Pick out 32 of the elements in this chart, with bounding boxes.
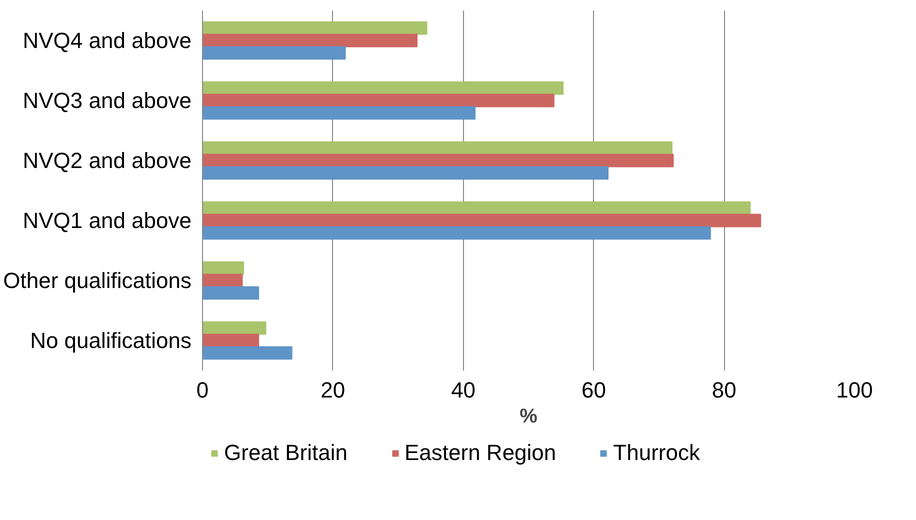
bar xyxy=(202,214,762,228)
x-axis-title: % xyxy=(520,406,538,428)
y-tick-label: No qualifications xyxy=(30,328,192,353)
bar xyxy=(202,226,711,240)
x-tick-label: 0 xyxy=(196,378,209,402)
bar xyxy=(202,141,672,155)
y-tick-label: Other qualifications xyxy=(3,268,192,293)
x-tick-label: 80 xyxy=(712,378,736,402)
bar xyxy=(202,201,751,215)
bar xyxy=(202,346,292,360)
y-tick-label: NVQ1 and above xyxy=(22,208,192,233)
bar xyxy=(202,321,266,335)
legend-label: Eastern Region xyxy=(404,440,556,466)
bar xyxy=(202,94,554,108)
x-tick-label: 100 xyxy=(836,378,873,402)
bar xyxy=(202,21,428,35)
y-tick-label: NVQ4 and above xyxy=(22,28,192,53)
x-tick-label: 60 xyxy=(581,378,606,402)
bar xyxy=(202,34,418,48)
bar xyxy=(202,154,674,168)
bar xyxy=(202,166,609,180)
bar xyxy=(202,286,260,300)
bar xyxy=(202,81,564,95)
legend-label: Thurrock xyxy=(613,440,700,466)
bar xyxy=(202,46,346,60)
legend-label: Great Britain xyxy=(224,440,348,466)
bar xyxy=(202,261,244,275)
bar xyxy=(202,106,476,120)
y-tick-label: NVQ2 and above xyxy=(22,148,192,173)
y-tick-label: NVQ3 and above xyxy=(22,88,192,113)
x-tick-label: 40 xyxy=(451,378,476,402)
x-tick-label: 20 xyxy=(320,378,346,402)
